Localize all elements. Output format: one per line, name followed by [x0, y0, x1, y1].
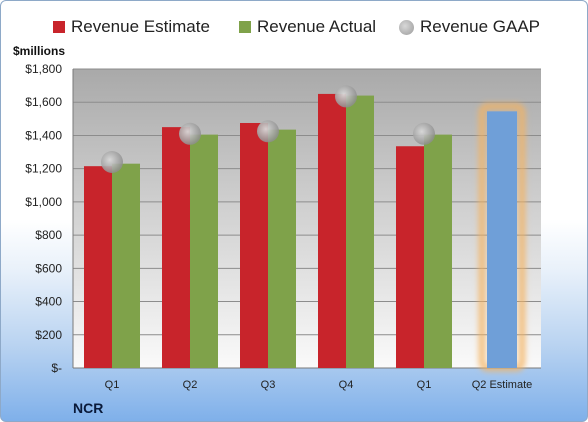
legend-swatch-actual: [239, 21, 251, 33]
y-tick-label: $600: [35, 261, 62, 275]
bar-revenue-actual: [268, 129, 296, 368]
point-revenue-gaap: [335, 85, 357, 108]
bar-revenue-actual: [424, 134, 452, 368]
legend-swatch-estimate: [53, 21, 65, 33]
legend-item-estimate: Revenue Estimate: [53, 17, 210, 37]
point-revenue-gaap: [413, 122, 435, 145]
y-tick-label: $200: [35, 328, 62, 342]
y-tick-label: $1,000: [25, 195, 62, 209]
y-tick-label: $1,600: [25, 95, 62, 109]
y-tick-label: $800: [35, 228, 62, 242]
point-revenue-gaap: [257, 120, 279, 143]
x-tick-label: Q1: [105, 379, 120, 391]
legend-item-gaap: Revenue GAAP: [399, 17, 540, 37]
x-tick-label: Q2: [183, 379, 198, 391]
y-tick-label: $-: [51, 361, 62, 375]
bar-revenue-estimate: [162, 127, 190, 368]
point-revenue-gaap: [101, 151, 123, 174]
point-revenue-gaap: [179, 122, 201, 145]
legend-label-gaap: Revenue GAAP: [420, 17, 541, 36]
legend: Revenue Estimate Revenue Actual Revenue …: [1, 17, 587, 43]
y-tick-label: $1,400: [25, 128, 62, 142]
y-tick-label: $1,200: [25, 162, 62, 176]
bar-revenue-actual: [190, 134, 218, 368]
bar-revenue-estimate: [84, 166, 112, 368]
company-label: NCR: [73, 400, 104, 416]
x-tick-label: Q3: [261, 379, 276, 391]
legend-label-actual: Revenue Actual: [257, 17, 377, 36]
legend-label-estimate: Revenue Estimate: [71, 17, 210, 36]
bar-revenue-actual: [112, 163, 140, 368]
bar-revenue-actual: [346, 95, 374, 369]
y-tick-label: $1,800: [25, 62, 62, 76]
bar-revenue-estimate: [240, 122, 268, 368]
x-tick-label: Q2 Estimate: [472, 379, 533, 391]
plot-area: [73, 69, 541, 368]
y-axis-unit-label: $millions: [13, 44, 66, 58]
bar-revenue-estimate: [318, 93, 346, 369]
x-tick-label: Q1: [417, 379, 432, 391]
bar-revenue-estimate: [396, 146, 424, 368]
legend-item-actual: Revenue Actual: [239, 17, 376, 37]
y-tick-label: $400: [35, 295, 62, 309]
legend-marker-gaap: [399, 19, 414, 35]
x-tick-label: Q4: [339, 379, 354, 391]
bar-q2-estimate: [487, 111, 517, 368]
